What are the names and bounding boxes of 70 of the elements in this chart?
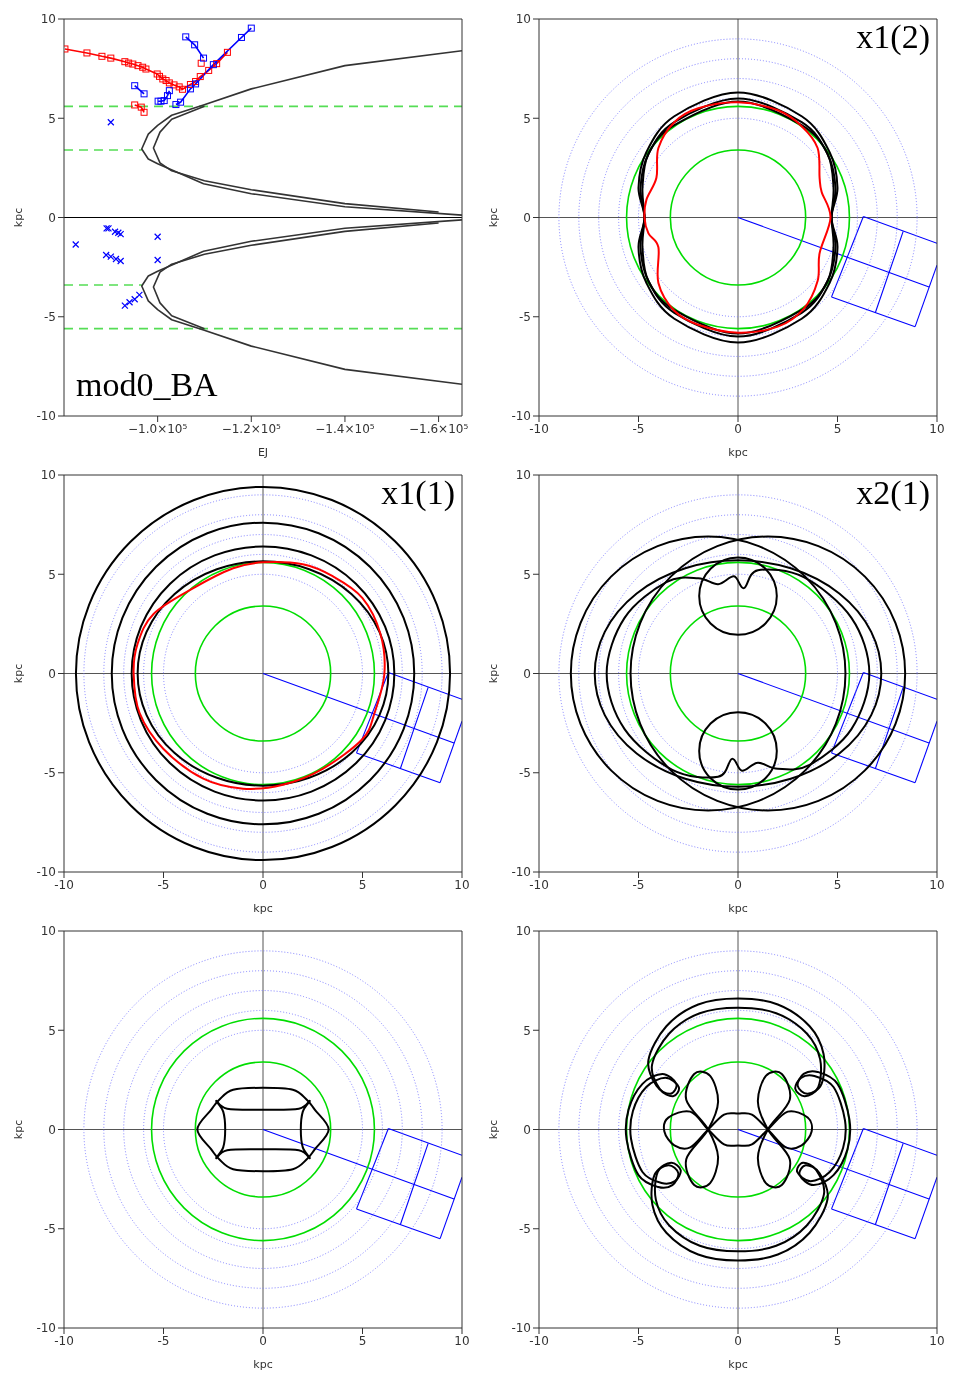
x-tick-label: -5 (632, 1333, 645, 1348)
y-tick-label: 0 (523, 210, 531, 225)
y-tick-label: 5 (523, 567, 531, 582)
x-tick-label: 10 (454, 877, 470, 892)
chart-title: x2(1) (856, 474, 930, 511)
y-tick-label: -5 (519, 1222, 531, 1237)
y-tick-label: 5 (523, 111, 531, 126)
y-tick-label: 10 (40, 12, 56, 27)
x-tick-label: 10 (454, 1333, 470, 1348)
x-tick-label: 5 (358, 877, 367, 892)
x-tick-label: 5 (833, 421, 842, 436)
x-tick-label: 5 (833, 877, 842, 892)
x-tick-label: −1.6×10⁵ (408, 421, 469, 436)
y-axis-title: kpc (11, 663, 25, 684)
y-tick-label: -5 (519, 310, 531, 325)
x-axis-title: kpc (253, 1358, 273, 1371)
y-tick-label: 10 (40, 924, 56, 939)
y-axis-title: kpc (486, 207, 500, 228)
y-tick-label: 5 (523, 1023, 531, 1038)
x-tick-label: 0 (259, 877, 267, 892)
x-tick-label: 5 (833, 1333, 842, 1348)
y-tick-label: 5 (48, 1023, 56, 1038)
x-tick-label: -5 (632, 421, 645, 436)
x-axis-title: kpc (728, 902, 748, 915)
x-tick-label: 0 (259, 1333, 267, 1348)
y-tick-label: 0 (48, 666, 56, 681)
y-tick-label: 10 (515, 468, 531, 483)
y-tick-label: -5 (44, 1222, 56, 1237)
x-tick-label: 0 (734, 421, 742, 436)
y-axis-title: kpc (486, 663, 500, 684)
y-axis-title: kpc (11, 1119, 25, 1140)
y-tick-label: -10 (36, 1321, 56, 1336)
y-tick-label: 0 (523, 666, 531, 681)
x-tick-label: 0 (734, 877, 742, 892)
x-tick-label: −1.0×10⁵ (128, 421, 188, 436)
x-tick-label: -5 (157, 1333, 170, 1348)
y-tick-label: -10 (36, 865, 56, 880)
x-tick-label: -5 (157, 877, 170, 892)
y-tick-label: 0 (48, 210, 56, 225)
x-axis-title: kpc (253, 902, 273, 915)
y-tick-label: 0 (48, 1122, 56, 1137)
x-tick-label: −1.4×10⁵ (315, 421, 375, 436)
text: mod0_BA (76, 366, 218, 403)
x-tick-label: 0 (734, 1333, 742, 1348)
x-axis-title: kpc (728, 1358, 748, 1371)
x-tick-label: 10 (929, 877, 945, 892)
chart-title: x1(2) (856, 18, 930, 55)
x-axis-title: EJ (257, 446, 269, 459)
y-tick-label: 5 (48, 111, 56, 126)
y-axis-title: kpc (486, 1119, 500, 1140)
x-tick-label: 10 (929, 421, 945, 436)
y-tick-label: -10 (511, 1321, 531, 1336)
y-tick-label: -5 (519, 766, 531, 781)
y-tick-label: -10 (36, 409, 56, 424)
x-tick-label: 10 (929, 1333, 945, 1348)
chart-title: x1(1) (381, 474, 455, 511)
x-axis-title: kpc (728, 446, 748, 459)
y-tick-label: -10 (511, 865, 531, 880)
y-tick-label: 0 (523, 1122, 531, 1137)
y-tick-label: -10 (511, 409, 531, 424)
y-tick-label: -5 (44, 310, 56, 325)
y-tick-label: 10 (40, 468, 56, 483)
x-tick-label: −1.2×10⁵ (221, 421, 282, 436)
y-tick-label: -5 (44, 766, 56, 781)
x-tick-label: -5 (632, 877, 645, 892)
y-axis-title: kpc (11, 207, 25, 228)
y-tick-label: 10 (515, 12, 531, 27)
y-tick-label: 5 (48, 567, 56, 582)
x-tick-label: 5 (358, 1333, 367, 1348)
y-tick-label: 10 (515, 924, 531, 939)
